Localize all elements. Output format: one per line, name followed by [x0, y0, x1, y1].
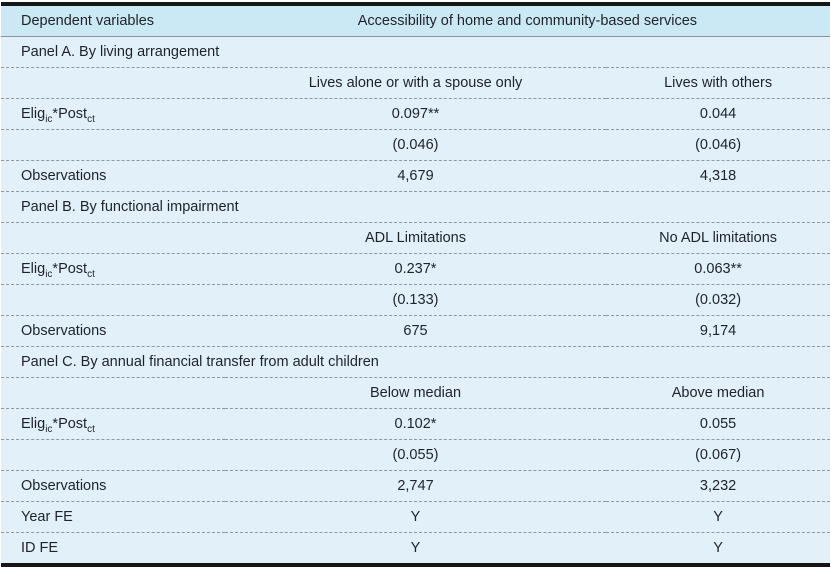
variable-subscript: ct: [87, 423, 95, 435]
variable-subscript: ic: [45, 268, 53, 280]
variable-subscript: ct: [87, 268, 95, 280]
table-row: Eligic*Postct 0.102* 0.055: [1, 408, 830, 440]
fixed-effect-row: Year FE Y Y: [1, 501, 830, 533]
value-cell: (0.046): [606, 129, 830, 161]
row-label: [1, 284, 225, 316]
variable-text: *Post: [52, 106, 88, 122]
value-cell: 0.102*: [224, 408, 607, 440]
panel-title: Panel B. By functional impairment: [1, 191, 830, 223]
column-header-row: ADL Limitations No ADL limitations: [1, 222, 830, 254]
value-cell: 0.097**: [224, 98, 607, 130]
row-label: Eligic*Postct: [1, 408, 225, 440]
header-dependent-variable-title: Accessibility of home and community-base…: [224, 4, 830, 37]
variable-subscript: ic: [45, 113, 53, 125]
value-cell: 2,747: [224, 470, 607, 502]
value-cell: (0.032): [606, 284, 830, 316]
column-header: No ADL limitations: [606, 222, 830, 254]
row-label: ID FE: [21, 540, 59, 556]
value-cell: (0.055): [224, 439, 607, 471]
value-cell: Y: [224, 501, 607, 533]
column-header: Above median: [606, 377, 830, 409]
table-row: Eligic*Postct 0.097** 0.044: [1, 98, 830, 130]
column-header-row: Below median Above median: [1, 377, 830, 409]
empty-cell: [1, 67, 225, 99]
value-cell: 4,679: [224, 160, 607, 192]
value-cell: 0.063**: [606, 253, 830, 285]
row-label: [1, 129, 225, 161]
column-header-row: Lives alone or with a spouse only Lives w…: [1, 67, 830, 99]
value-cell: 4,318: [606, 160, 830, 192]
table-row: (0.133) (0.032): [1, 284, 830, 316]
row-label: Eligic*Postct: [1, 98, 225, 130]
value-cell: (0.067): [606, 439, 830, 471]
value-cell: 0.237*: [224, 253, 607, 285]
row-label: [1, 439, 225, 471]
value-cell: Y: [713, 540, 723, 556]
variable-text: *Post: [52, 261, 88, 277]
variable-text: Elig: [21, 416, 46, 432]
value-cell: 9,174: [606, 315, 830, 347]
column-header: Below median: [224, 377, 607, 409]
variable-text: *Post: [52, 416, 88, 432]
variable-text: Elig: [21, 106, 46, 122]
column-header: ADL Limitations: [224, 222, 607, 254]
empty-cell: [1, 222, 225, 254]
panel-title-row: Panel B. By functional impairment: [1, 191, 830, 223]
header-dependent-variables: Dependent variables: [1, 4, 225, 37]
table-row: (0.055) (0.067): [1, 439, 830, 471]
empty-cell: [1, 377, 225, 409]
value-cell: 0.055: [606, 408, 830, 440]
value-cell: (0.133): [224, 284, 607, 316]
value-cell: 3,232: [606, 470, 830, 502]
table-body: Dependent variables Accessibility of home…: [1, 4, 830, 565]
table-row: Observations 2,747 3,232: [1, 470, 830, 502]
table-row: (0.046) (0.046): [1, 129, 830, 161]
variable-text: Elig: [21, 261, 46, 277]
value-cell: Y: [410, 540, 421, 556]
variable-subscript: ct: [87, 113, 95, 125]
table-header-row: Dependent variables Accessibility of home…: [1, 4, 830, 37]
column-header: Lives with others: [606, 67, 830, 99]
column-header: Lives alone or with a spouse only: [224, 67, 607, 99]
table-row: Eligic*Postct 0.237* 0.063**: [1, 253, 830, 285]
row-label: Eligic*Postct: [1, 253, 225, 285]
variable-subscript: ic: [45, 423, 53, 435]
value-cell: 675: [224, 315, 607, 347]
panel-title-row: Panel A. By living arrangement: [1, 36, 830, 68]
row-label: Year FE: [1, 501, 225, 533]
panel-title: Panel C. By annual financial transfer fr…: [1, 346, 830, 378]
value-cell: (0.046): [224, 129, 607, 161]
row-label: Observations: [1, 315, 225, 347]
panel-title-row: Panel C. By annual financial transfer fr…: [1, 346, 830, 378]
value-cell: Y: [606, 501, 830, 533]
value-cell: 0.044: [606, 98, 830, 130]
panel-title: Panel A. By living arrangement: [1, 36, 830, 68]
fixed-effect-row: ID FE Y Y: [1, 533, 830, 566]
table-row: Observations 4,679 4,318: [1, 160, 830, 192]
row-label: Observations: [1, 160, 225, 192]
table-row: Observations 675 9,174: [1, 315, 830, 347]
row-label: Observations: [1, 470, 225, 502]
